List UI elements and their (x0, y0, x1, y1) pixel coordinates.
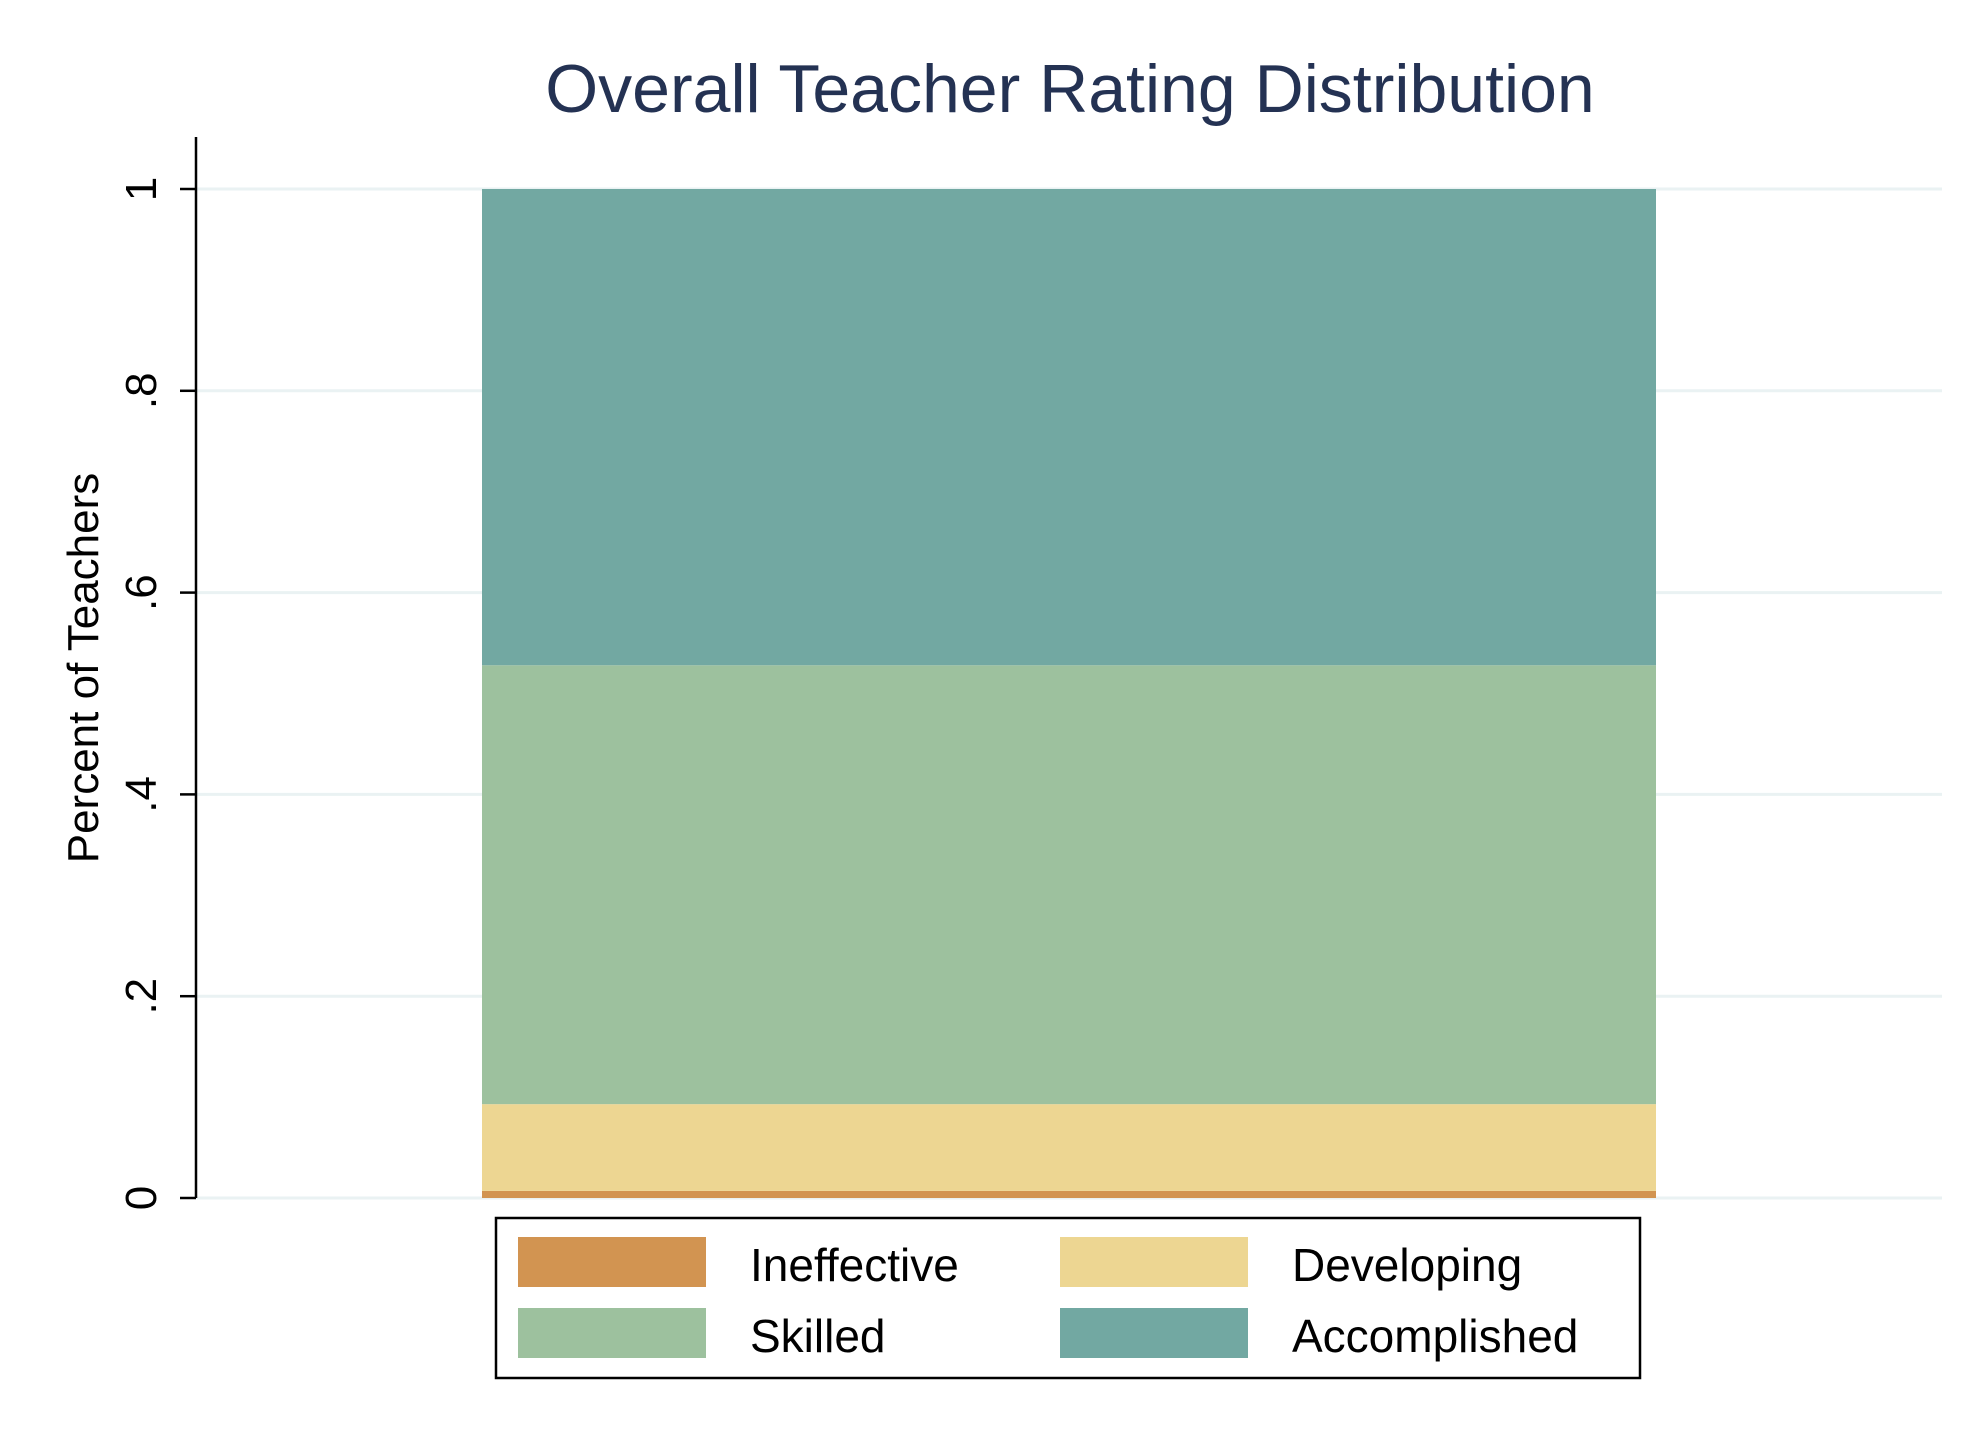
y-tick-label: .2 (117, 978, 166, 1015)
y-tick-label: .8 (117, 372, 166, 409)
legend-swatch-developing (1060, 1237, 1248, 1287)
legend: Ineffective Developing Skilled Accomplished (518, 1237, 1578, 1362)
legend-label-accomplished: Accomplished (1292, 1310, 1578, 1362)
bar-stack (482, 189, 1656, 1198)
y-axis-label: Percent of Teachers (59, 473, 108, 864)
legend-label-developing: Developing (1292, 1239, 1522, 1291)
legend-swatch-accomplished (1060, 1308, 1248, 1358)
legend-label-ineffective: Ineffective (750, 1239, 959, 1291)
bar-segment-skilled (482, 665, 1656, 1105)
y-tick-label: .6 (117, 574, 166, 611)
chart-title: Overall Teacher Rating Distribution (545, 51, 1594, 127)
y-tick-label: 0 (117, 1186, 166, 1210)
bar-segment-ineffective (482, 1190, 1656, 1198)
legend-swatch-skilled (518, 1308, 706, 1358)
y-ticks: 0 .2 .4 .6 .8 1 (117, 177, 196, 1210)
y-tick-label: .4 (117, 776, 166, 813)
y-tick-label: 1 (117, 177, 166, 201)
legend-swatch-ineffective (518, 1237, 706, 1287)
bar-segment-accomplished (482, 189, 1656, 666)
bar-segment-developing (482, 1104, 1656, 1191)
legend-label-skilled: Skilled (750, 1310, 886, 1362)
